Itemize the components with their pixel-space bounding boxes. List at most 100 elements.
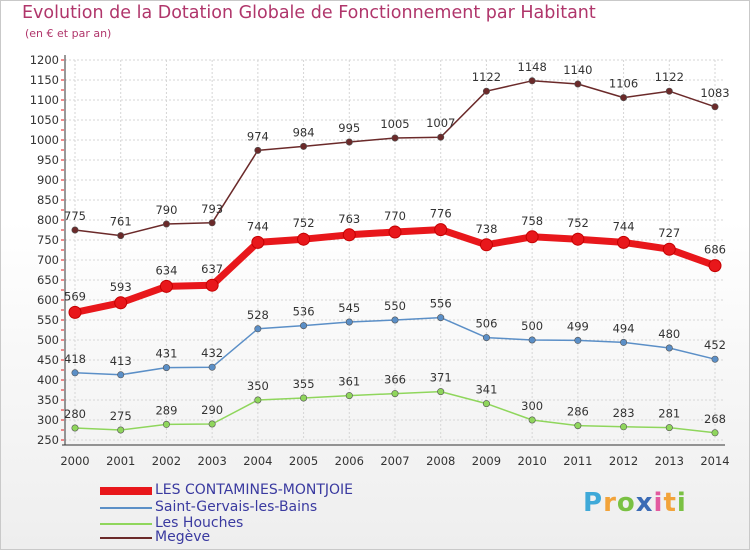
data-point — [708, 259, 722, 273]
data-label: 761 — [110, 215, 132, 229]
data-label: 1122 — [655, 70, 684, 84]
data-label: 752 — [567, 216, 589, 230]
y-tick-label: 350 — [37, 393, 59, 407]
data-point — [254, 325, 262, 333]
y-tick-label: 250 — [37, 433, 59, 447]
data-label: 480 — [658, 327, 680, 341]
data-label: 763 — [338, 212, 360, 226]
data-point — [254, 396, 262, 404]
data-point — [574, 422, 582, 430]
data-point — [71, 369, 79, 377]
x-tick-label: 2013 — [655, 454, 684, 468]
x-tick-label: 2000 — [60, 454, 89, 468]
y-tick-label: 900 — [37, 173, 59, 187]
data-point — [117, 232, 125, 240]
data-point — [711, 355, 719, 363]
data-label: 793 — [201, 202, 223, 216]
x-tick-label: 2010 — [518, 454, 547, 468]
data-point — [162, 220, 170, 228]
y-tick-label: 650 — [37, 273, 59, 287]
data-point — [574, 80, 582, 88]
data-label: 371 — [430, 371, 452, 385]
data-label: 280 — [64, 407, 86, 421]
data-label: 744 — [247, 219, 269, 233]
data-label: 634 — [155, 263, 177, 277]
data-point — [662, 242, 676, 256]
data-label: 545 — [338, 301, 360, 315]
data-point — [162, 420, 170, 428]
logo-letter: i — [676, 488, 687, 518]
data-point — [620, 423, 628, 431]
data-point — [208, 420, 216, 428]
data-point — [345, 318, 353, 326]
data-point — [117, 426, 125, 434]
data-label: 341 — [475, 383, 497, 397]
data-point — [574, 336, 582, 344]
legend-label: Saint-Gervais-les-Bains — [155, 499, 318, 515]
logo-letter: r — [603, 488, 617, 518]
data-point — [571, 232, 585, 246]
data-point — [342, 228, 356, 242]
data-point — [391, 316, 399, 324]
data-point — [71, 424, 79, 432]
legend-swatch — [100, 523, 152, 525]
chart-title: Evolution de la Dotation Globale de Fonc… — [22, 3, 596, 23]
data-label: 569 — [64, 289, 86, 303]
x-tick-label: 2008 — [426, 454, 455, 468]
data-label: 494 — [613, 321, 635, 335]
data-point — [617, 235, 631, 249]
x-tick-label: 2012 — [609, 454, 638, 468]
data-label: 1007 — [426, 116, 455, 130]
y-tick-label: 300 — [37, 413, 59, 427]
proxiti-logo: Proxiti — [583, 488, 687, 518]
x-tick-label: 2002 — [152, 454, 181, 468]
x-tick-label: 2001 — [106, 454, 135, 468]
y-tick-label: 1150 — [30, 73, 59, 87]
data-point — [437, 133, 445, 141]
data-label: 974 — [247, 129, 269, 143]
data-label: 500 — [521, 319, 543, 333]
data-label: 506 — [475, 317, 497, 331]
x-tick-label: 2014 — [700, 454, 729, 468]
data-point — [665, 344, 673, 352]
data-label: 744 — [613, 219, 635, 233]
y-tick-label: 1000 — [30, 133, 59, 147]
data-label: 499 — [567, 319, 589, 333]
data-label: 1106 — [609, 77, 638, 91]
y-tick-label: 800 — [37, 213, 59, 227]
y-tick-label: 550 — [37, 313, 59, 327]
data-point — [68, 305, 82, 319]
data-label: 770 — [384, 209, 406, 223]
data-point — [300, 142, 308, 150]
data-point — [208, 363, 216, 371]
data-point — [665, 424, 673, 432]
data-label: 432 — [201, 346, 223, 360]
data-point — [525, 230, 539, 244]
data-label: 1083 — [700, 86, 729, 100]
logo-letter: t — [663, 488, 677, 518]
y-tick-label: 850 — [37, 193, 59, 207]
data-label: 637 — [201, 262, 223, 276]
data-label: 995 — [338, 121, 360, 135]
y-tick-label: 750 — [37, 233, 59, 247]
data-label: 366 — [384, 373, 406, 387]
data-label: 452 — [704, 338, 726, 352]
y-tick-label: 400 — [37, 373, 59, 387]
legend-swatch — [100, 487, 152, 495]
data-label: 300 — [521, 399, 543, 413]
data-label: 283 — [613, 406, 635, 420]
data-point — [665, 87, 673, 95]
data-label: 286 — [567, 405, 589, 419]
x-tick-label: 2004 — [243, 454, 272, 468]
data-point — [437, 314, 445, 322]
data-label: 758 — [521, 214, 543, 228]
data-point — [254, 146, 262, 154]
data-point — [159, 279, 173, 293]
legend-label: Les Houches — [155, 515, 244, 531]
data-point — [251, 235, 265, 249]
y-tick-label: 500 — [37, 333, 59, 347]
data-label: 418 — [64, 352, 86, 366]
data-label: 790 — [155, 203, 177, 217]
